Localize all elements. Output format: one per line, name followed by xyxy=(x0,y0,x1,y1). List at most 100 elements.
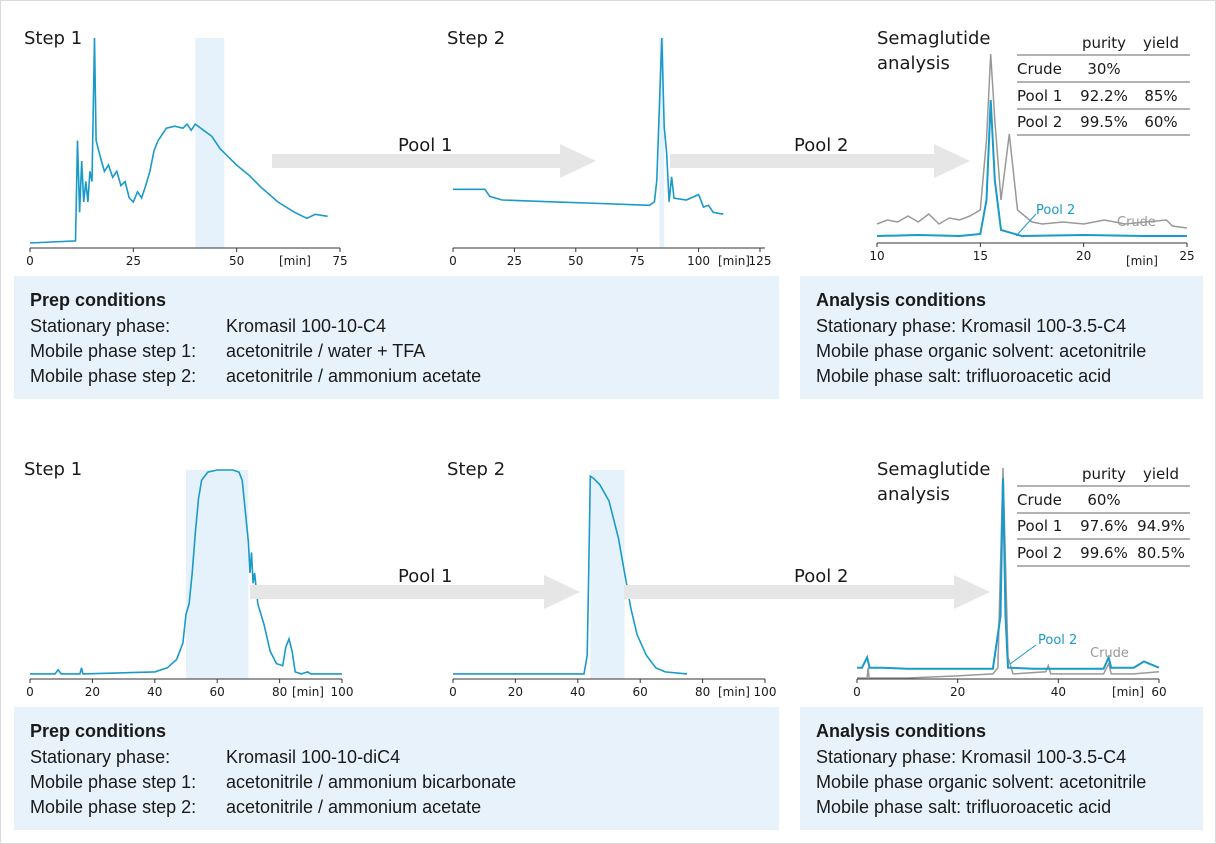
prep-conditions-panel: Prep conditions Stationary phase: Kromasi… xyxy=(14,276,779,399)
arrow-shape xyxy=(624,575,990,609)
table-row-label: Pool 2 xyxy=(1017,544,1062,562)
chart-s2-step1: Step 1 0 20 40 60 80 100 [min] xyxy=(24,459,353,699)
condition-key: Mobile phase step 2: xyxy=(30,797,197,817)
table-header-purity: purity xyxy=(1082,34,1126,52)
arrow-shape xyxy=(670,144,970,178)
condition-value: acetonitrile / ammonium bicarbonate xyxy=(226,772,517,792)
condition-key: Mobile phase organic solvent: xyxy=(816,772,1055,792)
x-tick-label: 25 xyxy=(126,254,141,268)
section-1-charts: Step 1 0 25 50 75 [min] Pool 1 Step 2 0 25 50… xyxy=(24,28,1195,268)
pool-window xyxy=(186,470,249,679)
x-tick-label: 25 xyxy=(507,254,522,268)
chart-s2-step2: Step 2 0 20 40 60 80 100 [min] xyxy=(447,459,776,699)
condition-value: Kromasil 100-10-C4 xyxy=(226,316,387,336)
condition-key: Mobile phase organic solvent: xyxy=(816,341,1055,361)
x-tick-label: 20 xyxy=(1076,249,1091,263)
table-header-yield: yield xyxy=(1143,465,1179,483)
x-tick-label: 125 xyxy=(749,254,772,268)
x-axis-unit: [min] xyxy=(718,254,750,268)
condition-key: Mobile phase salt: xyxy=(816,366,962,386)
condition-key: Mobile phase salt: xyxy=(816,797,962,817)
x-tick-label: 50 xyxy=(568,254,583,268)
analysis-title-line1: Semaglutide xyxy=(877,28,990,49)
x-tick-label: 40 xyxy=(147,685,162,699)
arrow-s1-pool1: Pool 1 xyxy=(272,135,596,178)
panel-title: Analysis conditions xyxy=(816,721,987,741)
x-tick-label: 40 xyxy=(570,685,585,699)
crude-trace-label: Crude xyxy=(1117,215,1156,230)
x-tick-label: 100 xyxy=(754,685,777,699)
table-header-purity: purity xyxy=(1082,465,1126,483)
arrow-s1-pool2: Pool 2 xyxy=(670,135,970,178)
pool-trace xyxy=(876,99,1187,238)
x-tick-label: 20 xyxy=(85,685,100,699)
condition-value: trifluoroacetic acid xyxy=(966,366,1112,386)
pool-trace-label: Pool 2 xyxy=(1038,633,1077,648)
x-tick-label: 40 xyxy=(1051,685,1066,699)
x-tick-label: 100 xyxy=(331,685,354,699)
arrow-s2-pool1: Pool 1 xyxy=(250,566,580,609)
condition-row: Mobile phase step 2: acetonitrile / ammon… xyxy=(30,366,481,387)
condition-value: acetonitrile / ammonium acetate xyxy=(226,366,482,386)
x-tick-label: 100 xyxy=(687,254,710,268)
table-cell-yield: 60% xyxy=(1144,113,1177,131)
condition-row: Mobile phase salt: trifluoroacetic acid xyxy=(816,797,1111,818)
condition-key: Stationary phase: xyxy=(30,316,171,336)
table-cell-yield: 94.9% xyxy=(1137,517,1185,535)
condition-key: Stationary phase: xyxy=(30,747,171,767)
x-tick-label: 15 xyxy=(973,249,988,263)
condition-key: Mobile phase step 1: xyxy=(30,341,197,361)
analysis-conditions-panel: Analysis conditions Stationary phase: Kr… xyxy=(800,276,1203,399)
table-header-yield: yield xyxy=(1143,34,1179,52)
pool1-label: Pool 1 xyxy=(398,135,452,156)
condition-row: Stationary phase: Kromasil 100-10-C4 xyxy=(30,316,386,337)
chart-s1-step1: Step 1 0 25 50 75 [min] xyxy=(24,28,348,268)
arrow-shape xyxy=(250,575,580,609)
table-cell-yield: 85% xyxy=(1144,87,1177,105)
trace-line xyxy=(453,474,688,675)
condition-value: Kromasil 100-10-diC4 xyxy=(226,747,401,767)
x-tick-label: 60 xyxy=(633,685,648,699)
x-axis-unit: [min] xyxy=(718,685,750,699)
x-tick-label: 0 xyxy=(26,685,34,699)
pool-trace xyxy=(857,478,1160,670)
x-tick-label: 0 xyxy=(449,254,457,268)
x-tick-label: 20 xyxy=(508,685,523,699)
condition-row: Mobile phase step 1: acetonitrile / water… xyxy=(30,341,425,362)
chart-s1-step2-title: Step 2 xyxy=(447,28,505,49)
x-axis-unit: [min] xyxy=(279,254,311,268)
table-row-label: Pool 1 xyxy=(1017,87,1062,105)
x-axis-unit: [min] xyxy=(292,685,324,699)
pool2-label: Pool 2 xyxy=(794,135,848,156)
pool1-label: Pool 1 xyxy=(398,566,452,587)
x-axis-unit: [min] xyxy=(1112,685,1144,699)
analysis-title-line2: analysis xyxy=(877,53,950,74)
pool-window xyxy=(659,38,665,248)
condition-row: Stationary phase: Kromasil 100-3.5-C4 xyxy=(816,316,1126,337)
condition-value: acetonitrile xyxy=(1059,772,1147,792)
chart-s1-analysis: Semaglutide analysis 10 15 20 25 [min] Pool… xyxy=(869,28,1194,268)
x-tick-label: 50 xyxy=(229,254,244,268)
x-tick-label: 0 xyxy=(449,685,457,699)
condition-key: Mobile phase step 1: xyxy=(30,772,197,792)
condition-row: Mobile phase organic solvent: acetonitri… xyxy=(816,772,1146,793)
table-cell-purity: 99.5% xyxy=(1080,113,1128,131)
table-row-label: Crude xyxy=(1017,491,1062,509)
condition-value: acetonitrile xyxy=(1059,341,1147,361)
condition-key: Stationary phase: xyxy=(816,316,957,336)
x-tick-label: 60 xyxy=(210,685,225,699)
x-axis-unit: [min] xyxy=(1126,254,1158,268)
x-tick-label: 80 xyxy=(695,685,710,699)
results-table-s1: purity yield Crude 30% Pool 1 92.2% 85% … xyxy=(1017,34,1190,136)
x-tick-label: 0 xyxy=(853,685,861,699)
table-cell-purity: 92.2% xyxy=(1080,87,1128,105)
chart-s1-step2: Step 2 0 25 50 75 100 125 [min] xyxy=(447,28,771,268)
condition-value: trifluoroacetic acid xyxy=(966,797,1112,817)
table-cell-purity: 30% xyxy=(1087,60,1120,78)
analysis-title-line1: Semaglutide xyxy=(877,459,990,480)
condition-value: acetonitrile / water + TFA xyxy=(226,341,426,361)
section-2-charts: Step 1 0 20 40 60 80 100 [min] Pool 1 Step 2 … xyxy=(24,459,1190,699)
trace-line xyxy=(30,469,342,675)
x-tick-label: 25 xyxy=(1179,249,1194,263)
pool-label-leader xyxy=(1015,213,1037,237)
